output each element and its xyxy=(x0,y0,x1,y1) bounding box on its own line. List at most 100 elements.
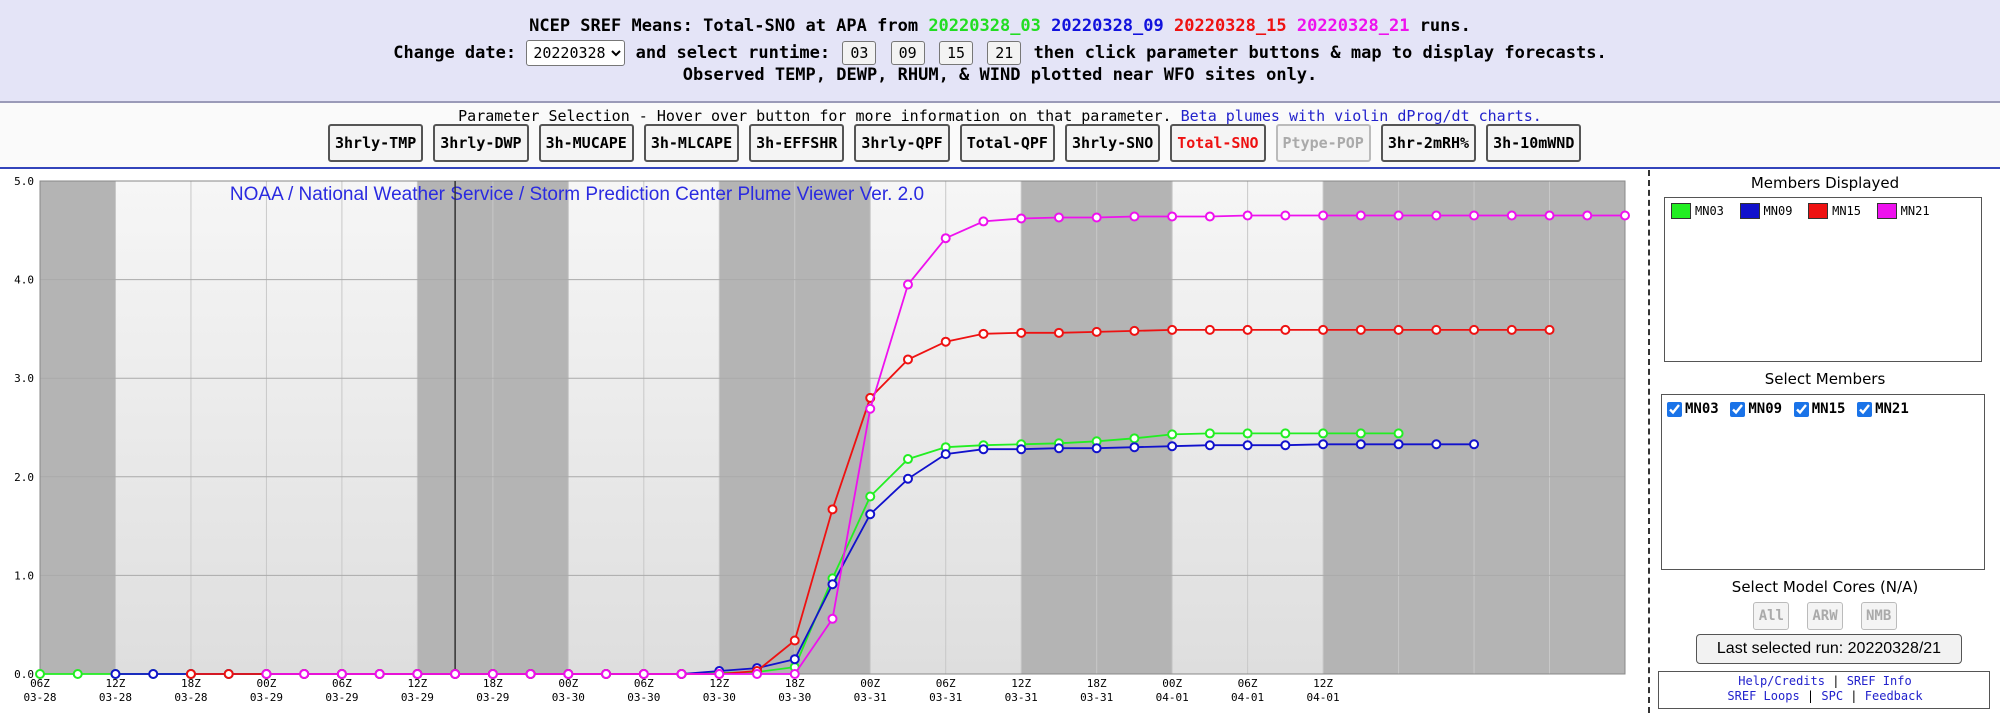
data-point-mn03 xyxy=(1318,428,1329,439)
data-point-mn21 xyxy=(1016,213,1027,224)
param-button-3h-mlcape[interactable]: 3h-MLCAPE xyxy=(643,124,740,162)
data-point-mn21 xyxy=(1091,212,1102,223)
core-button-all: All xyxy=(1753,602,1790,630)
param-button-3h-10mwnd[interactable]: 3h-10mWND xyxy=(1486,124,1582,162)
data-point-mn15 xyxy=(1053,327,1064,338)
runtime-button-03[interactable]: 03 xyxy=(842,41,877,65)
x-tick-label: 18Z xyxy=(1087,677,1107,690)
data-point-mn21 xyxy=(336,669,347,679)
param-button-3hrly-sno[interactable]: 3hrly-SNO xyxy=(1064,124,1161,162)
x-tick-date: 03-31 xyxy=(1080,691,1113,704)
plume-chart-svg[interactable]: NOAA / National Weather Service / Storm … xyxy=(0,170,1648,713)
data-point-mn21 xyxy=(940,233,951,244)
runtime-button-09[interactable]: 09 xyxy=(890,41,925,65)
header: NCEP SREF Means: Total-SNO at APA from 2… xyxy=(0,0,2000,103)
param-button-total-sno[interactable]: Total-SNO xyxy=(1170,124,1266,162)
x-tick-label: 00Z xyxy=(558,677,578,690)
data-point-mn09 xyxy=(110,669,121,679)
x-tick-date: 03-29 xyxy=(250,691,283,704)
x-tick-date: 03-28 xyxy=(174,691,207,704)
x-tick-label: 00Z xyxy=(860,677,880,690)
x-tick-date: 03-31 xyxy=(1005,691,1038,704)
x-tick-date: 03-28 xyxy=(23,691,56,704)
member-checkbox-mn09[interactable] xyxy=(1730,401,1746,417)
data-point-mn09 xyxy=(978,444,989,455)
member-checkbox-mn03[interactable] xyxy=(1667,401,1682,417)
data-point-mn21 xyxy=(1620,210,1630,221)
date-runtime-row: Change date: 20220328 and select runtime… xyxy=(0,40,2000,66)
data-point-mn21 xyxy=(412,669,423,679)
run-label-21: 20220328_21 xyxy=(1296,16,1410,36)
links-row-1: Help/Credits | SREF Info xyxy=(1650,674,2000,688)
legend-swatch-mn03 xyxy=(1671,203,1691,219)
x-tick-label: 18Z xyxy=(483,677,503,690)
x-tick-date: 03-29 xyxy=(401,691,434,704)
data-point-mn15 xyxy=(978,328,989,339)
data-point-mn09 xyxy=(1129,442,1140,453)
change-date-label: Change date: xyxy=(393,43,517,63)
data-point-mn15 xyxy=(1091,326,1102,337)
data-point-mn09 xyxy=(940,449,951,460)
data-point-mn15 xyxy=(1204,324,1215,335)
x-tick-date: 03-29 xyxy=(476,691,509,704)
plume-chart[interactable]: NOAA / National Weather Service / Storm … xyxy=(0,170,1648,713)
param-button-3h-effshr[interactable]: 3h-EFFSHR xyxy=(749,124,845,162)
member-check-mn03[interactable]: MN03 xyxy=(1667,401,1719,417)
member-label-mn09: MN09 xyxy=(1748,401,1783,417)
member-checkbox-mn15[interactable] xyxy=(1793,401,1809,417)
runtime-button-15[interactable]: 15 xyxy=(938,41,973,65)
data-point-mn21 xyxy=(827,613,838,624)
data-point-mn21 xyxy=(638,669,649,679)
help-credits-link[interactable]: Help/Credits xyxy=(1738,674,1825,688)
x-tick-date: 03-30 xyxy=(552,691,585,704)
links-row-2: SREF Loops | SPC | Feedback xyxy=(1650,689,2000,703)
runtime-instructions: then click parameter buttons & map to di… xyxy=(1033,43,1607,63)
run-label-15: 20220328_15 xyxy=(1174,16,1287,36)
data-point-mn09 xyxy=(827,579,838,590)
member-check-mn15[interactable]: MN15 xyxy=(1793,401,1845,417)
x-tick-label: 06Z xyxy=(332,677,352,690)
member-label-mn03: MN03 xyxy=(1685,401,1719,417)
param-button-3hrly-dwp[interactable]: 3hrly-DWP xyxy=(433,124,529,162)
member-check-mn09[interactable]: MN09 xyxy=(1730,401,1782,417)
param-button-3h-mucape[interactable]: 3h-MUCAPE xyxy=(538,124,634,162)
data-point-mn09 xyxy=(1167,441,1178,452)
data-point-mn21 xyxy=(714,669,725,679)
runtime-button-21[interactable]: 21 xyxy=(987,41,1022,65)
param-button-3hrly-qpf[interactable]: 3hrly-QPF xyxy=(854,124,950,162)
feedback-link[interactable]: Feedback xyxy=(1864,689,1923,703)
data-point-mn15 xyxy=(1242,324,1253,335)
param-button-3hr-2mrh[interactable]: 3hr-2mRH% xyxy=(1380,124,1477,162)
x-tick-label: 12Z xyxy=(106,677,126,690)
param-button-total-qpf[interactable]: Total-QPF xyxy=(959,124,1055,162)
member-checkbox-mn21[interactable] xyxy=(1857,401,1873,417)
links-separator: | xyxy=(1832,674,1840,688)
sref-info-link[interactable]: SREF Info xyxy=(1846,674,1912,688)
data-point-mn21 xyxy=(299,669,310,679)
data-point-mn15 xyxy=(1129,325,1140,336)
data-point-mn15 xyxy=(789,635,800,646)
beta-plumes-link[interactable]: Beta plumes with violin dProg/dt charts. xyxy=(1180,107,1542,125)
last-run-button[interactable]: Last selected run: 20220328/21 xyxy=(1696,634,1962,664)
data-point-mn09 xyxy=(1016,444,1027,455)
date-select[interactable]: 20220328 xyxy=(526,40,626,66)
data-point-mn09 xyxy=(1393,439,1404,450)
data-point-mn21 xyxy=(865,403,876,414)
y-tick-label: 3.0 xyxy=(14,372,34,385)
spc-link[interactable]: SPC xyxy=(1821,689,1844,703)
select-members-box: MN03 MN09 MN15 MN21 xyxy=(1661,394,1985,570)
data-point-mn03 xyxy=(35,669,45,679)
member-check-mn21[interactable]: MN21 xyxy=(1857,401,1909,417)
x-tick-label: 18Z xyxy=(785,677,805,690)
sref-loops-link[interactable]: SREF Loops xyxy=(1727,689,1800,703)
data-point-mn21 xyxy=(450,669,461,679)
data-point-mn09 xyxy=(1242,440,1253,451)
y-tick-label: 1.0 xyxy=(14,569,34,582)
data-point-mn21 xyxy=(1167,211,1178,222)
data-point-mn21 xyxy=(1280,210,1291,221)
param-button-ptype-pop: Ptype-POP xyxy=(1275,124,1371,162)
param-button-3hrly-tmp[interactable]: 3hrly-TMP xyxy=(328,124,424,162)
x-tick-label: 12Z xyxy=(407,677,427,690)
parameter-buttons: 3hrly-TMP 3hrly-DWP 3h-MUCAPE 3h-MLCAPE … xyxy=(328,124,1582,162)
run-label-09: 20220328_09 xyxy=(1051,16,1164,36)
